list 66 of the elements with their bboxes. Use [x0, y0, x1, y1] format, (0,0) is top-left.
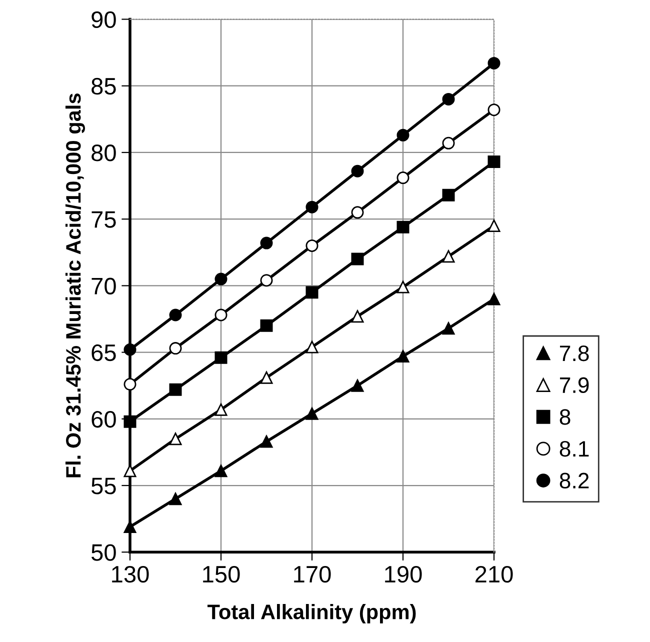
- y-tick-label: 75: [92, 211, 116, 228]
- point: [260, 236, 273, 250]
- point: [260, 435, 273, 448]
- point: [351, 379, 364, 392]
- y-tick-label: 90: [92, 11, 116, 28]
- point: [306, 407, 318, 420]
- x-tick-label: 130: [112, 566, 149, 583]
- point: [169, 492, 182, 506]
- point: [396, 220, 410, 234]
- y-tick-label: 50: [91, 544, 116, 561]
- point: [124, 343, 136, 356]
- point: [442, 188, 455, 202]
- point: [351, 206, 364, 219]
- point: [306, 340, 318, 354]
- point: [351, 252, 364, 266]
- point: [124, 415, 136, 428]
- point: [214, 351, 228, 364]
- point: [306, 286, 318, 299]
- x-tick-label: 170: [294, 566, 331, 583]
- point: [396, 172, 410, 184]
- point: [488, 56, 500, 70]
- legend-label: 8.1: [560, 440, 589, 457]
- point: [396, 350, 410, 363]
- point: [351, 310, 364, 323]
- point: [214, 464, 228, 478]
- y-tick-label: 85: [92, 78, 116, 95]
- point: [169, 432, 182, 446]
- point: [260, 274, 273, 287]
- y-tick-label: 60: [92, 410, 116, 428]
- point: [306, 239, 318, 252]
- point: [214, 403, 228, 416]
- point: [306, 200, 318, 214]
- point: [488, 219, 500, 232]
- point: [442, 250, 455, 263]
- point: [260, 371, 273, 384]
- point: [396, 128, 410, 142]
- point: [488, 156, 500, 168]
- point: [488, 292, 500, 306]
- y-tick-label: 65: [92, 344, 116, 362]
- point: [442, 322, 455, 335]
- point: [351, 164, 364, 178]
- legend-label: 8: [560, 409, 570, 425]
- point: [124, 520, 136, 534]
- y-axis-title: Fl. Oz 31.45% Muriatic Acid/10,000 gals: [65, 94, 85, 478]
- x-tick-label: 210: [475, 566, 513, 583]
- x-axis-title: Total Alkalinity (ppm): [207, 604, 416, 624]
- y-tick-label: 55: [91, 478, 116, 494]
- point: [169, 383, 182, 396]
- point: [488, 104, 500, 116]
- point: [442, 136, 455, 150]
- x-tick-label: 190: [385, 566, 422, 583]
- legend-label: 8.2: [560, 472, 589, 489]
- legend-label: 7.9: [560, 377, 589, 394]
- point: [169, 308, 182, 322]
- point: [124, 464, 136, 478]
- legend-label: 7.8: [560, 345, 589, 362]
- point: [214, 308, 228, 322]
- point: [169, 342, 182, 355]
- point: [442, 92, 455, 106]
- point: [396, 280, 410, 294]
- y-tick-label: 80: [92, 144, 116, 162]
- point: [214, 272, 228, 286]
- point: [260, 319, 273, 332]
- y-tick-label: 70: [92, 278, 116, 294]
- x-tick-label: 150: [203, 566, 240, 583]
- point: [124, 378, 136, 391]
